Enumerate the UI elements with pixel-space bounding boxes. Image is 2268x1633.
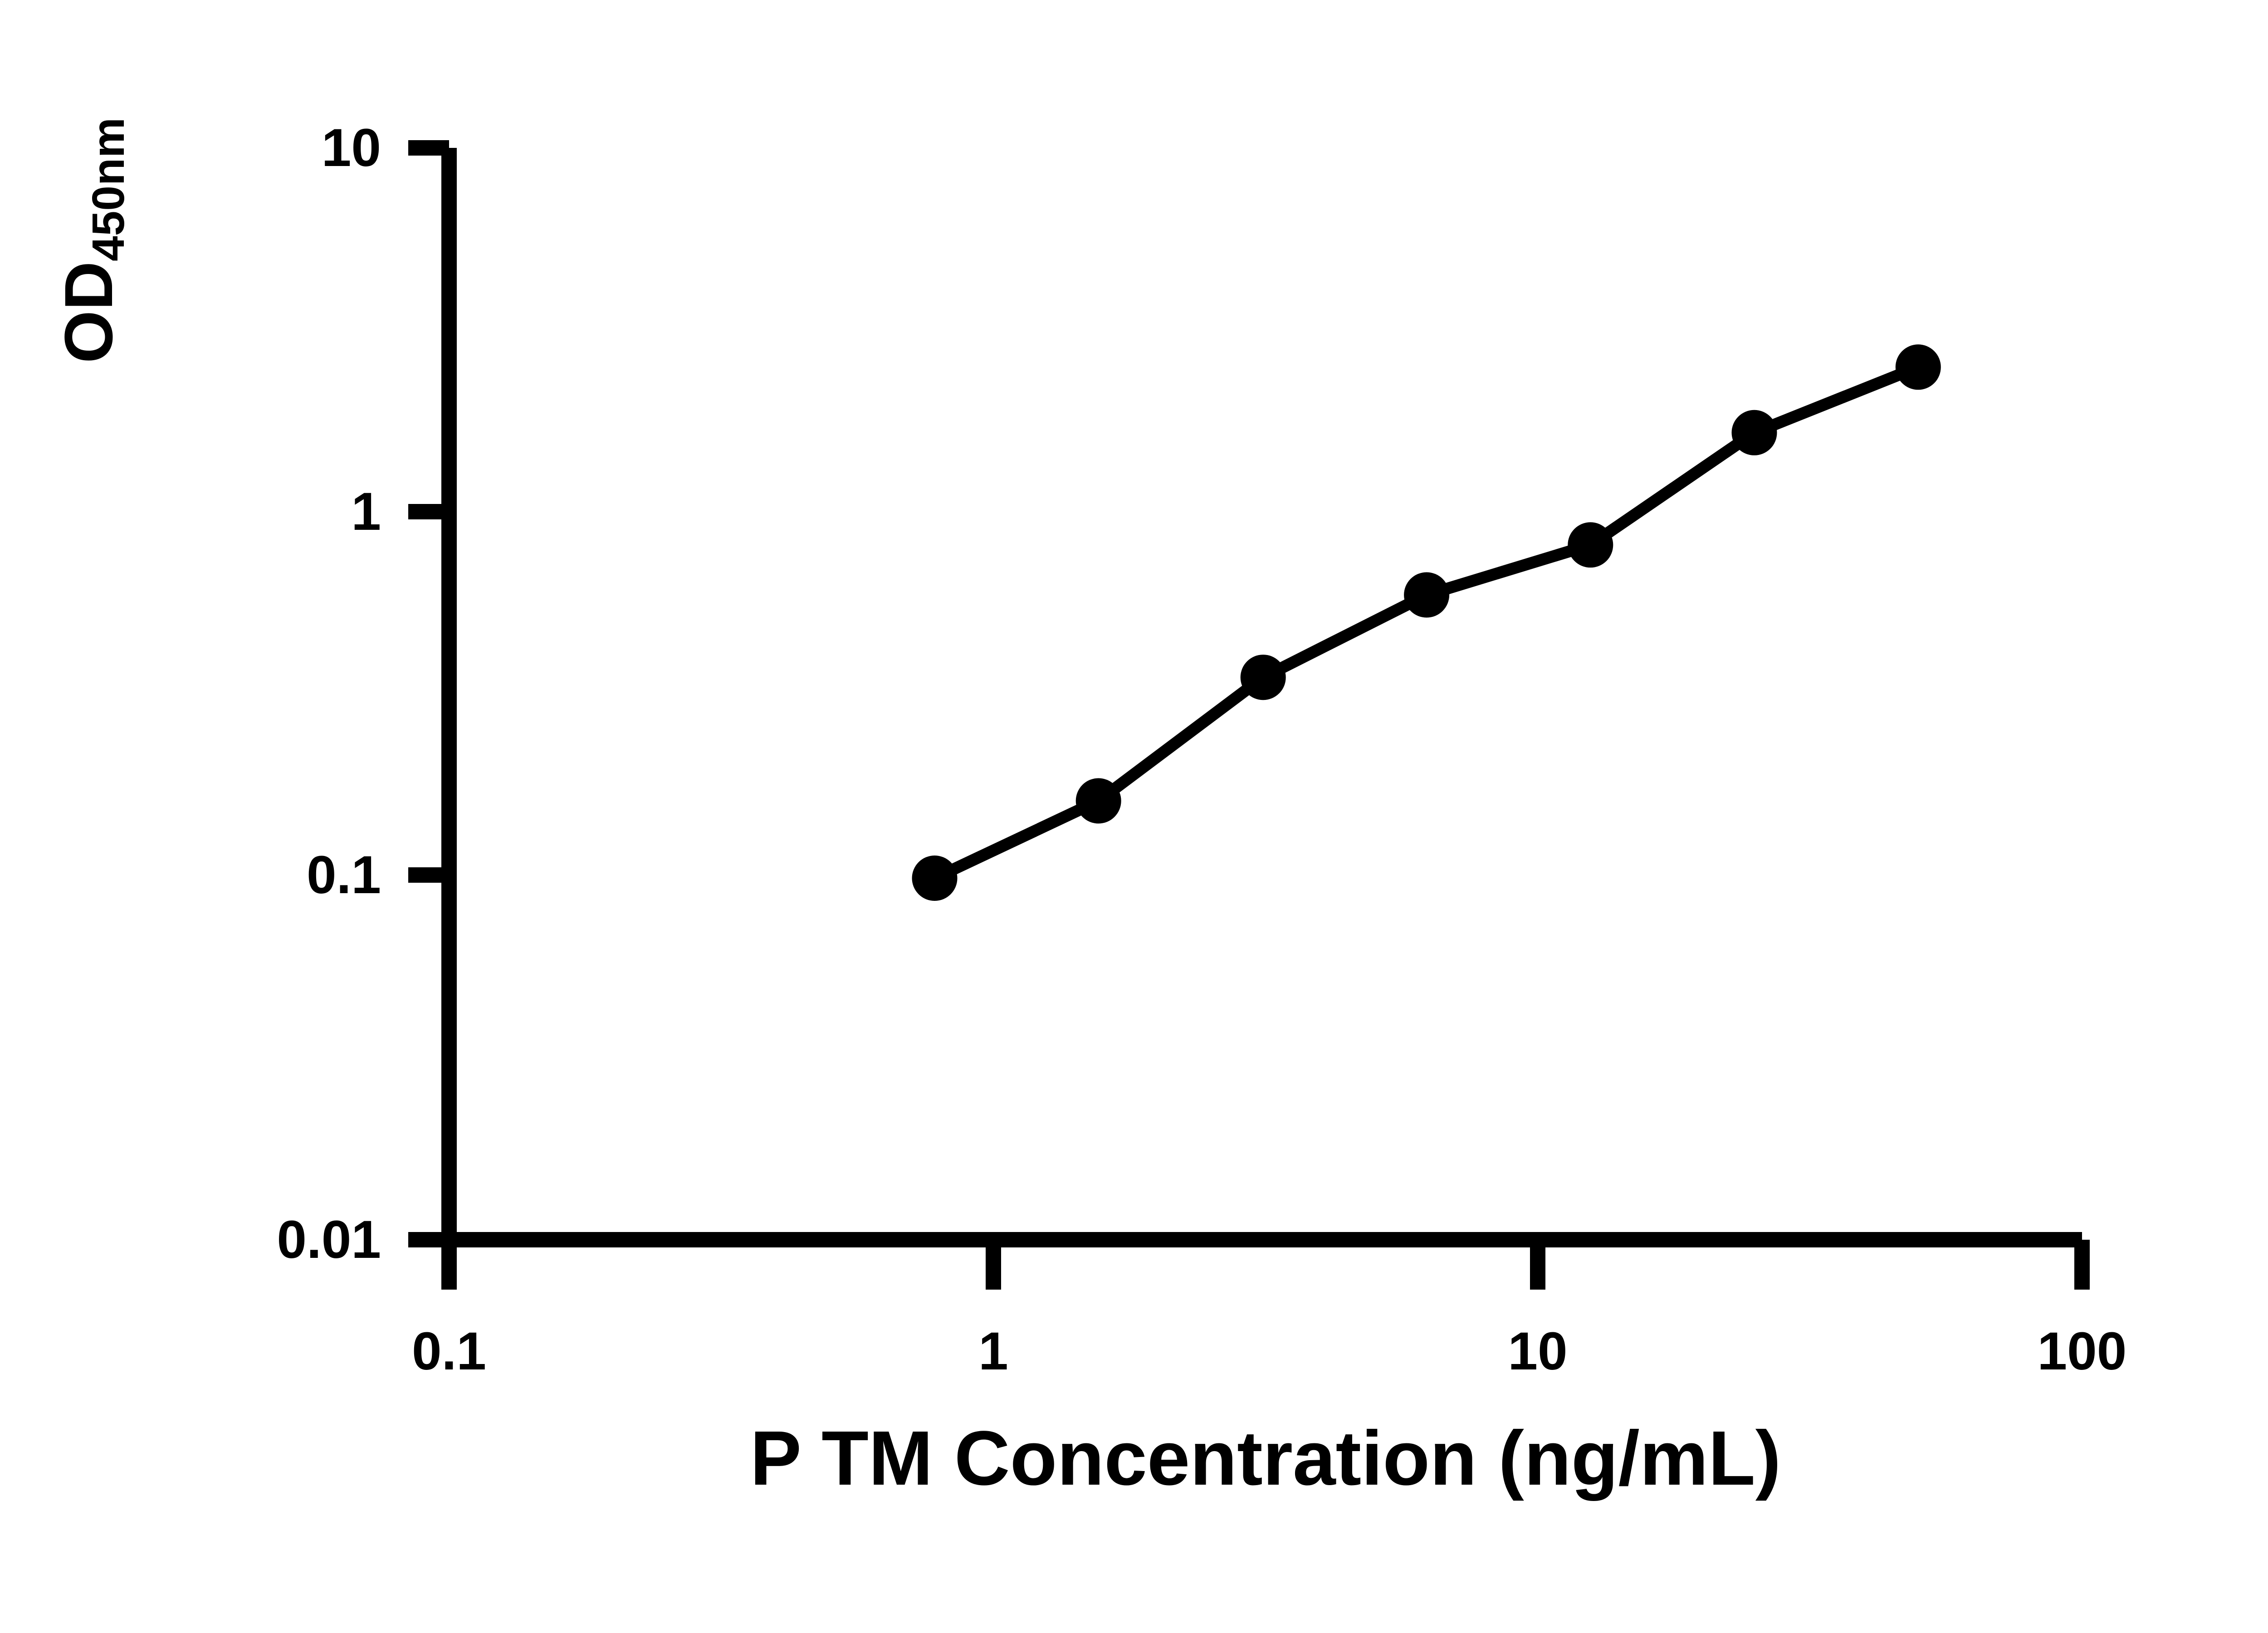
data-point: [1075, 778, 1121, 824]
x-tick-label-1: 1: [978, 1321, 1008, 1381]
data-point: [1404, 572, 1450, 618]
x-axis-title: P TM Concentration (ng/mL): [750, 1415, 1781, 1501]
y-axis-title-base: OD: [50, 261, 127, 363]
y-tick-label-1: 1: [351, 482, 381, 542]
data-point: [912, 856, 958, 901]
y-tick-label-0-01: 0.01: [277, 1210, 381, 1270]
y-axis-title-subscript: 450nm: [83, 117, 134, 261]
data-point: [1240, 655, 1286, 700]
x-tick-label-100: 100: [2037, 1321, 2127, 1381]
x-axis-ticks: [441, 1240, 2090, 1290]
axis-spines: [408, 148, 2082, 1288]
y-tick-label-0-1: 0.1: [306, 845, 381, 905]
y-tick-label-10: 10: [321, 118, 381, 178]
x-tick-label-0-1: 0.1: [411, 1321, 487, 1381]
data-point: [1731, 410, 1777, 455]
data-point: [1568, 522, 1613, 568]
data-markers: [912, 344, 1941, 901]
x-tick-label-10: 10: [1508, 1321, 1568, 1381]
data-point: [1895, 344, 1941, 390]
y-axis-title: OD450nm: [50, 0, 134, 513]
